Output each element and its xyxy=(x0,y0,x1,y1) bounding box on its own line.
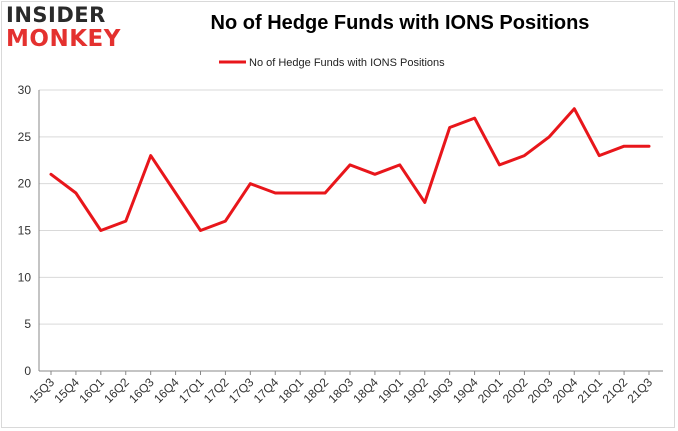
data-point xyxy=(199,229,202,232)
x-tick-label: 21Q3 xyxy=(624,375,655,406)
data-point xyxy=(274,191,277,195)
x-tick-label: 17Q1 xyxy=(176,375,207,406)
x-tick-label: 17Q3 xyxy=(226,375,257,406)
x-tick-label: 18Q1 xyxy=(276,375,307,406)
data-point xyxy=(224,219,227,223)
y-tick-label: 10 xyxy=(18,270,32,284)
x-tick-label: 18Q2 xyxy=(301,375,332,406)
data-point xyxy=(647,145,651,148)
insider-monkey-logo: INSIDER MONKEY xyxy=(6,5,128,51)
x-tick-label: 20Q4 xyxy=(550,375,581,406)
data-point xyxy=(99,229,103,232)
x-tick-label: 16Q1 xyxy=(76,375,107,406)
x-tick-label: 19Q1 xyxy=(375,375,406,406)
y-tick-label: 30 xyxy=(18,83,32,97)
y-tick-label: 5 xyxy=(24,317,31,331)
x-tick-label: 20Q1 xyxy=(475,375,506,406)
data-point xyxy=(174,191,177,195)
x-tick-label: 18Q4 xyxy=(350,375,381,406)
data-point xyxy=(373,173,377,176)
x-tick-label: 19Q4 xyxy=(450,375,481,406)
data-point xyxy=(498,163,501,167)
x-tick-label: 16Q2 xyxy=(101,375,132,406)
data-point xyxy=(473,116,476,120)
y-tick-label: 15 xyxy=(18,224,32,238)
y-tick-label: 25 xyxy=(18,130,32,144)
x-tick-label: 18Q3 xyxy=(325,375,356,406)
data-point xyxy=(124,219,127,223)
x-tick-label: 21Q2 xyxy=(600,375,631,406)
data-point xyxy=(448,126,451,129)
data-point xyxy=(423,201,426,204)
x-tick-label: 15Q4 xyxy=(51,375,82,406)
x-tick-label: 19Q2 xyxy=(400,375,431,406)
data-point xyxy=(298,191,302,195)
y-tick-label: 20 xyxy=(18,177,32,191)
data-point xyxy=(523,154,526,157)
x-tick-label: 16Q4 xyxy=(151,375,182,406)
x-tick-label: 15Q3 xyxy=(26,375,57,406)
data-point xyxy=(74,191,78,195)
y-tick-label: 0 xyxy=(24,364,31,378)
logo-line-1: INSIDER xyxy=(6,3,106,27)
x-tick-label: 20Q3 xyxy=(525,375,556,406)
x-tick-label: 17Q4 xyxy=(251,375,282,406)
x-tick-label: 17Q2 xyxy=(201,375,232,406)
data-point xyxy=(323,191,327,195)
x-tick-label: 21Q1 xyxy=(575,375,606,406)
data-point xyxy=(249,182,252,185)
legend-label: No of Hedge Funds with IONS Positions xyxy=(249,57,445,69)
x-tick-label: 20Q2 xyxy=(500,375,531,406)
data-point xyxy=(622,145,626,148)
x-tick-label: 16Q3 xyxy=(126,375,157,406)
logo-line-2: MONKEY xyxy=(6,26,121,52)
data-point xyxy=(548,135,551,139)
data-point xyxy=(597,154,601,157)
data-point xyxy=(398,163,402,167)
x-tick-label: 19Q3 xyxy=(425,375,456,406)
data-point xyxy=(149,154,152,157)
data-point xyxy=(573,107,576,110)
series-line xyxy=(49,107,651,232)
data-point xyxy=(348,163,352,167)
data-point xyxy=(49,173,53,176)
chart-title: No of Hedge Funds with IONS Positions xyxy=(210,12,590,34)
